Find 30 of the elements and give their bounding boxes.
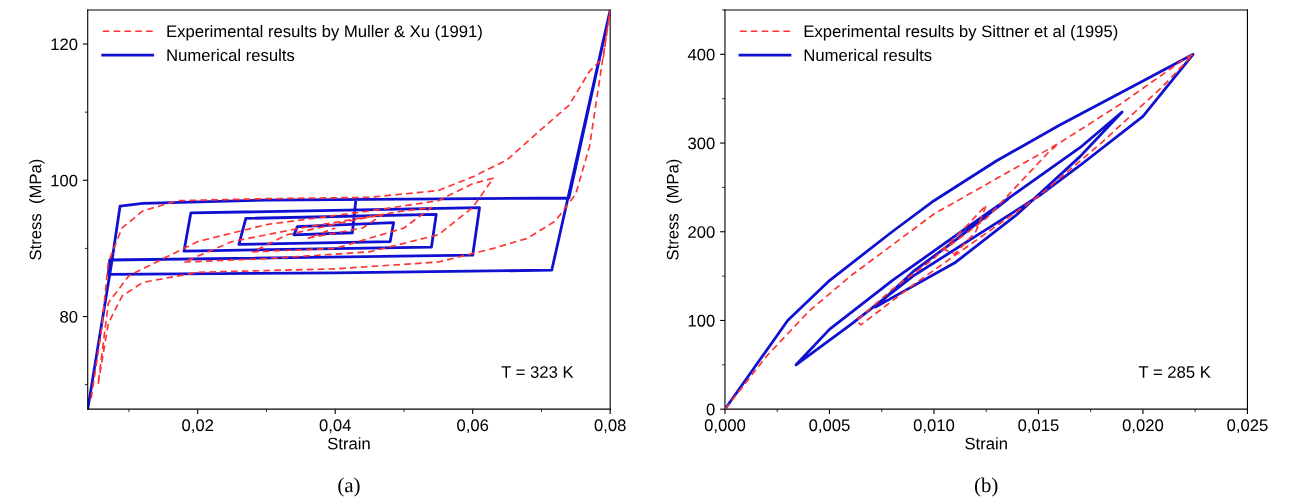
x-tick-label: 0,025 — [1227, 419, 1268, 434]
y-tick-label: 0 — [706, 403, 715, 416]
x-tick-label: 0,02 — [182, 419, 214, 434]
y-tick-label: 300 — [688, 137, 715, 150]
y-tick-label: 120 — [51, 38, 78, 51]
y-tick-label: 400 — [687, 48, 715, 61]
y-tick-label: 80 — [60, 310, 78, 323]
y-tick-label: 100 — [688, 314, 715, 327]
x-tick-label: 0,015 — [1018, 419, 1059, 434]
text: (b) — [974, 477, 998, 497]
y-axis-title: Stress (MPa) — [29, 159, 45, 260]
legend-label: Experimental results by Sittner et al (1995) — [804, 24, 1118, 41]
x-axis-title: Strain — [965, 437, 1007, 450]
x-tick-label: 0,010 — [913, 419, 955, 434]
text: (a) — [338, 477, 360, 497]
x-tick-label: 0,06 — [457, 419, 489, 434]
x-axis-title: Strain — [327, 437, 370, 450]
x-tick-label: 0,000 — [704, 419, 746, 434]
legend-label: Numerical results — [167, 48, 295, 62]
annotation: T = 285 K — [1138, 366, 1211, 378]
x-tick-label: 0,08 — [594, 419, 626, 434]
legend-label: Experimental results by Muller & Xu (1991) — [167, 24, 482, 41]
annotation: T = 323 K — [501, 366, 574, 378]
y-tick-label: 100 — [51, 174, 78, 187]
x-tick-label: 0,04 — [319, 419, 351, 434]
y-tick-label: 200 — [688, 226, 715, 238]
legend-label: Numerical results — [804, 48, 932, 62]
x-tick-label: 0,020 — [1122, 419, 1164, 434]
y-axis-title: Stress (MPa) — [666, 159, 682, 260]
x-tick-label: 0,005 — [809, 419, 850, 434]
